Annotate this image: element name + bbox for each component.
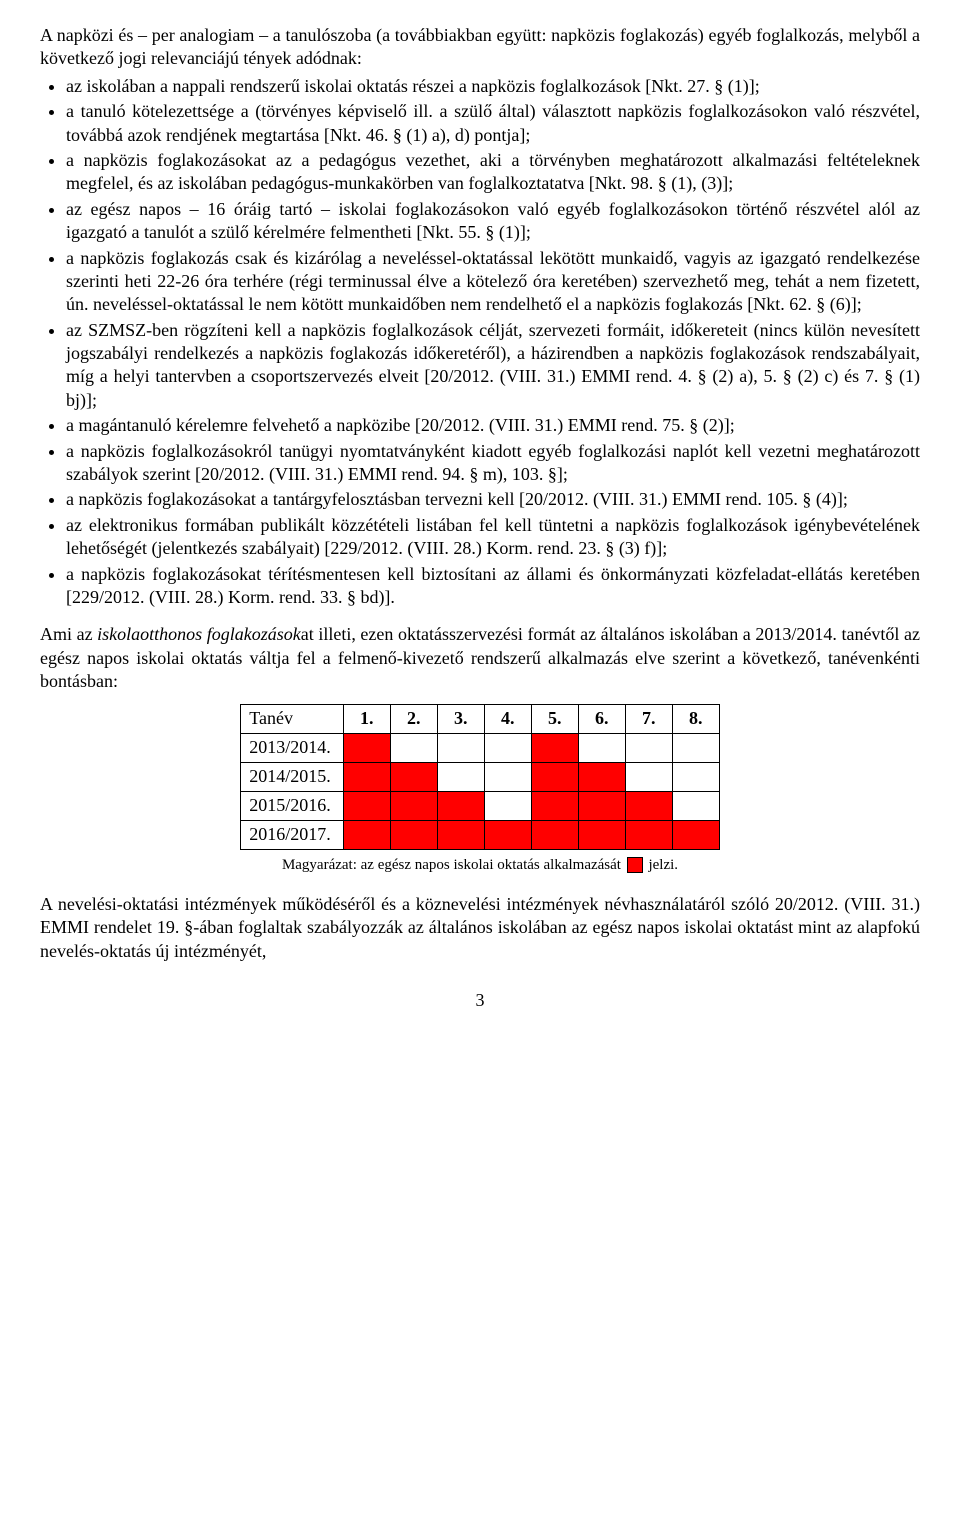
table-cell [390, 791, 437, 820]
row-label: 2016/2017. [241, 820, 344, 849]
table-cell [390, 762, 437, 791]
table-cell [578, 791, 625, 820]
table-cell [672, 791, 719, 820]
list-item: az egész napos – 16 óráig tartó – iskola… [66, 198, 920, 245]
table-cell [343, 820, 390, 849]
table-cell [390, 820, 437, 849]
table-row: 2014/2015. [241, 762, 720, 791]
list-item: a napközis foglakozásokat térítésmentese… [66, 563, 920, 610]
table-cell [437, 791, 484, 820]
list-item: a napközis foglakozásokat a tantárgyfelo… [66, 488, 920, 511]
list-item: az iskolában a nappali rendszerű iskolai… [66, 75, 920, 98]
col-header: 2. [390, 704, 437, 733]
table-cell [484, 820, 531, 849]
transition-paragraph: Ami az iskolaotthonos foglakozásokat ill… [40, 623, 920, 693]
table-cell [531, 791, 578, 820]
list-item: az elektronikus formában publikált közzé… [66, 514, 920, 561]
list-item: az SZMSZ-ben rögzíteni kell a napközis f… [66, 319, 920, 413]
col-header: 4. [484, 704, 531, 733]
row-label: 2013/2014. [241, 733, 344, 762]
legend-post: jelzi. [645, 857, 678, 873]
table-cell [672, 762, 719, 791]
intro-paragraph: A napközi és – per analogiam – a tanulós… [40, 24, 920, 71]
table-cell [672, 820, 719, 849]
table-cell [343, 762, 390, 791]
table-cell [625, 762, 672, 791]
table-cell [390, 733, 437, 762]
row-label: 2014/2015. [241, 762, 344, 791]
col-header: 6. [578, 704, 625, 733]
table-cell [625, 820, 672, 849]
table-cell [437, 733, 484, 762]
table-cell [578, 733, 625, 762]
col-header: 1. [343, 704, 390, 733]
legend-pre: Magyarázat: az egész napos iskolai oktat… [282, 857, 625, 873]
header-label: Tanév [241, 704, 344, 733]
table-cell [531, 820, 578, 849]
table-row: 2013/2014. [241, 733, 720, 762]
italic-term: iskolaotthonos foglakozások [97, 624, 301, 644]
tanev-table: Tanév 1. 2. 3. 4. 5. 6. 7. 8. 2013/2014.… [240, 704, 720, 850]
text-pre: Ami az [40, 624, 97, 644]
bullet-list: az iskolában a nappali rendszerű iskolai… [40, 75, 920, 610]
page-number: 3 [40, 989, 920, 1012]
table-cell [578, 820, 625, 849]
row-label: 2015/2016. [241, 791, 344, 820]
col-header: 3. [437, 704, 484, 733]
list-item: a napközis foglakozás csak és kizárólag … [66, 247, 920, 317]
col-header: 8. [672, 704, 719, 733]
col-header: 7. [625, 704, 672, 733]
col-header: 5. [531, 704, 578, 733]
table-cell [437, 762, 484, 791]
table-cell [484, 733, 531, 762]
table-cell [672, 733, 719, 762]
table-row: 2016/2017. [241, 820, 720, 849]
table-cell [484, 762, 531, 791]
list-item: a magántanuló kérelemre felvehető a napk… [66, 414, 920, 437]
red-swatch-icon [627, 857, 643, 873]
table-legend: Magyarázat: az egész napos iskolai oktat… [40, 856, 920, 876]
list-item: a tanuló kötelezettsége a (törvényes kép… [66, 100, 920, 147]
table-cell [625, 791, 672, 820]
list-item: a napközis foglalkozásokról tanügyi nyom… [66, 440, 920, 487]
table-cell [484, 791, 531, 820]
table-cell [578, 762, 625, 791]
list-item: a napközis foglakozásokat az a pedagógus… [66, 149, 920, 196]
table-cell [531, 733, 578, 762]
table-cell [531, 762, 578, 791]
table-cell [343, 733, 390, 762]
footer-paragraph: A nevelési-oktatási intézmények működésé… [40, 893, 920, 963]
table-header-row: Tanév 1. 2. 3. 4. 5. 6. 7. 8. [241, 704, 720, 733]
table-cell [343, 791, 390, 820]
table-cell [625, 733, 672, 762]
table-row: 2015/2016. [241, 791, 720, 820]
table-cell [437, 820, 484, 849]
